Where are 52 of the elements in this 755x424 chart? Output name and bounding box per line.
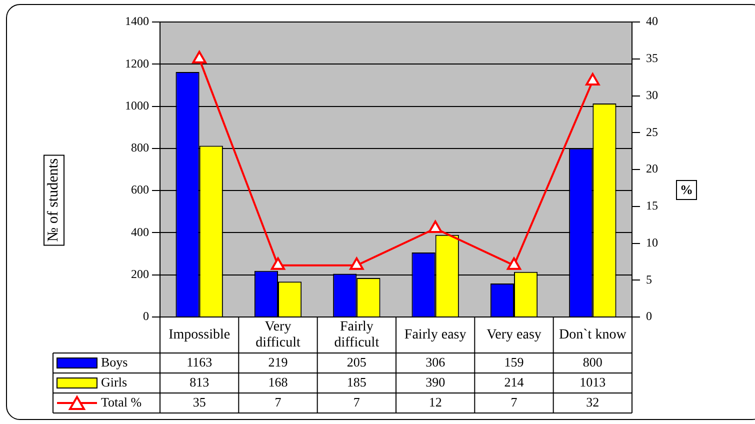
y-tick-label: 600 (131, 182, 149, 197)
data-label: 813 (190, 374, 210, 390)
x-tick-label: Impossible (168, 328, 230, 343)
y2-tick-label: 35 (646, 51, 658, 66)
y2-tick-label: 5 (646, 272, 652, 286)
y2-tick-label: 0 (646, 309, 652, 324)
data-label: 214 (504, 374, 524, 390)
data-label: 1013 (580, 374, 606, 390)
x-tick-label: Fairly easy (404, 328, 466, 343)
data-label: 390 (426, 374, 446, 390)
y-tick-label: 0 (143, 309, 149, 324)
x-tick-label: Very difficult (256, 320, 301, 351)
data-label: 1163 (186, 354, 212, 370)
data-label: 205 (346, 354, 366, 370)
data-label: 7 (510, 394, 518, 410)
data-label: 32 (586, 394, 600, 410)
x-tick-label: Very easy (486, 328, 542, 343)
legend-label: Total % (101, 394, 142, 410)
data-label: 168 (268, 374, 288, 390)
y-tick-label: 800 (131, 140, 149, 155)
y-tick-label: 400 (131, 224, 149, 239)
data-label: 7 (353, 394, 360, 410)
data-label: 12 (428, 394, 442, 410)
x-tick-label: Fairly difficult (334, 320, 380, 351)
point (506, 257, 522, 270)
point (350, 257, 364, 270)
point (270, 257, 286, 270)
data-label: 306 (426, 354, 446, 370)
y2-axis-title: % (676, 180, 697, 200)
point (428, 220, 442, 233)
y2-tick-label: 10 (646, 235, 658, 250)
y-tick-label: 1400 (125, 14, 149, 28)
x-tick-label: Don`t know (559, 328, 628, 343)
point (586, 73, 600, 86)
data-label: 7 (274, 394, 282, 410)
legend-label: Girls (101, 374, 127, 390)
y2-tick-label: 20 (646, 162, 658, 176)
y2-tick-label: 25 (646, 124, 658, 139)
y-tick-label: 200 (131, 267, 149, 282)
y-axis-title: № of students (44, 154, 64, 246)
y2-tick-label: 30 (646, 88, 658, 102)
data-label: 35 (192, 394, 206, 410)
data-label: 800 (582, 354, 602, 370)
legend-label: Boys (101, 354, 128, 370)
y2-tick-label: 40 (646, 14, 658, 28)
data-label: 185 (346, 374, 366, 390)
point (192, 50, 206, 64)
y2-tick-label: 15 (646, 198, 658, 213)
y-tick-label: 1200 (125, 56, 149, 70)
data-label: 159 (504, 354, 524, 370)
data-label: 219 (268, 354, 288, 370)
y-tick-label: 1000 (125, 98, 149, 112)
